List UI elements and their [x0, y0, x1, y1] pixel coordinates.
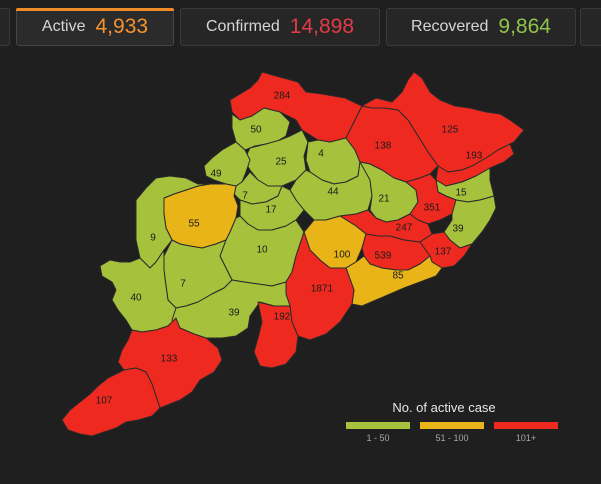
district-value-label: 85	[392, 271, 404, 282]
district-value-label: 15	[455, 188, 467, 199]
tab-partial-right[interactable]	[580, 8, 601, 46]
district-value-label: 9	[150, 233, 156, 244]
tab-confirmed-value: 14,898	[289, 15, 355, 38]
legend-label-low: 1 - 50	[366, 433, 390, 443]
district-value-label: 44	[327, 187, 339, 198]
district-region[interactable]	[253, 301, 299, 369]
district-value-label: 247	[396, 223, 413, 234]
district-region[interactable]	[443, 195, 497, 249]
district-value-label: 39	[228, 308, 240, 319]
tab-partial-left[interactable]	[0, 8, 10, 46]
district-value-label: 17	[265, 205, 277, 216]
legend-swatch-mid	[420, 422, 484, 429]
district-value-label: 125	[442, 125, 459, 136]
tab-confirmed-label: Confirmed	[205, 18, 280, 35]
district-value-label: 351	[424, 203, 441, 214]
legend-swatch-low	[346, 422, 410, 429]
tab-recovered-label: Recovered	[411, 18, 489, 35]
tab-recovered[interactable]: Recovered 9,864	[386, 8, 576, 46]
district-value-label: 137	[435, 247, 452, 258]
district-value-label: 133	[161, 354, 178, 365]
tab-active[interactable]: Active 4,933	[16, 8, 174, 46]
district-region[interactable]	[61, 367, 161, 437]
district-value-label: 10	[256, 245, 268, 256]
district-value-label: 107	[96, 396, 113, 407]
district-region[interactable]	[345, 255, 443, 307]
district-value-label: 284	[274, 91, 291, 102]
district-value-label: 55	[188, 219, 200, 230]
legend-label-mid: 51 - 100	[435, 433, 469, 443]
district-value-label: 7	[242, 191, 248, 202]
district-value-label: 4	[318, 149, 324, 160]
district-value-label: 50	[250, 125, 262, 136]
district-value-label: 138	[375, 141, 392, 152]
legend-title: No. of active case	[392, 400, 496, 415]
tab-recovered-value: 9,864	[498, 15, 551, 38]
legend-label-high: 101+	[515, 433, 537, 443]
tab-confirmed[interactable]: Confirmed 14,898	[180, 8, 380, 46]
district-value-label: 539	[375, 251, 392, 262]
district-value-label: 25	[275, 157, 287, 168]
district-value-label: 49	[210, 169, 222, 180]
district-value-label: 192	[274, 312, 291, 323]
legend-swatch-high	[494, 422, 558, 429]
district-value-label: 1871	[311, 284, 334, 295]
district-value-label: 21	[378, 194, 390, 205]
district-value-label: 39	[452, 224, 464, 235]
district-value-label: 7	[180, 279, 186, 290]
stat-tabs: Active 4,933 Confirmed 14,898 Recovered …	[0, 0, 601, 50]
tab-active-label: Active	[41, 18, 86, 35]
district-value-label: 193	[466, 151, 483, 162]
district-value-label: 40	[130, 293, 142, 304]
tab-active-value: 4,933	[95, 15, 149, 38]
district-value-label: 100	[334, 250, 351, 261]
